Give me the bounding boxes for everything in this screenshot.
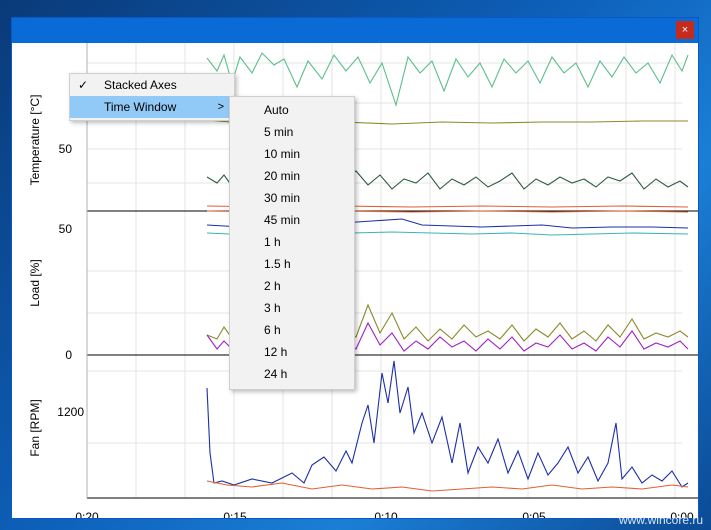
submenu-item-45min[interactable]: 45 min [264,213,301,227]
temp-tick-50: 50 [59,142,73,156]
x-tick-0-00: 0:00 [670,510,694,518]
menu-item-stacked-axes[interactable]: ✓ Stacked Axes [70,74,234,96]
load-tick-50: 50 [59,222,73,236]
x-tick-0-15: 0:15 [223,510,247,518]
close-button[interactable]: × [676,21,694,39]
fan-axis-label: Fan [RPM] [28,399,42,456]
series-fan-orange [206,480,689,492]
context-menu: ✓ Stacked Axes Time Window > [69,73,235,121]
menu-item-time-window[interactable]: Time Window > [70,96,234,118]
x-tick-0-05: 0:05 [522,510,546,518]
x-tick-0-20: 0:20 [75,510,99,518]
load-axis-label: Load [%] [28,259,42,306]
submenu-item-30min[interactable]: 30 min [264,191,301,205]
checkmark-icon: ✓ [78,78,89,92]
titlebar[interactable]: × [12,18,698,43]
submenu-item-12h[interactable]: 12 h [264,345,288,359]
series-fan-navy [206,360,689,488]
submenu-item-1-5h[interactable]: 1.5 h [264,257,291,271]
fan-tick-1200: 1200 [57,405,84,419]
submenu-item-2h[interactable]: 2 h [264,279,281,293]
submenu-arrow-icon: > [217,101,224,113]
series-temp-green-top [206,52,689,107]
menu-item-label: Stacked Axes [104,78,177,92]
submenu-item-24h[interactable]: 24 h [264,367,288,381]
menu-item-label: Time Window [104,100,177,114]
submenu-item-10min[interactable]: 10 min [264,147,301,161]
time-window-submenu: Auto 5 min 10 min 20 min 30 min 45 min 1… [229,96,355,390]
temperature-axis-label: Temperature [°C] [28,95,42,186]
submenu-item-5min[interactable]: 5 min [264,125,294,139]
watermark: www.wincore.ru [618,513,703,527]
sensor-plot-window: × Temperature [°C] Load [%] Fan [RPM] 50… [12,18,698,518]
submenu-item-6h[interactable]: 6 h [264,323,281,337]
submenu-item-20min[interactable]: 20 min [264,169,301,183]
submenu-item-1h[interactable]: 1 h [264,235,281,249]
load-tick-0: 0 [65,348,72,362]
submenu-item-3h[interactable]: 3 h [264,301,281,315]
x-tick-0-10: 0:10 [374,510,398,518]
submenu-item-auto[interactable]: Auto [264,103,289,117]
